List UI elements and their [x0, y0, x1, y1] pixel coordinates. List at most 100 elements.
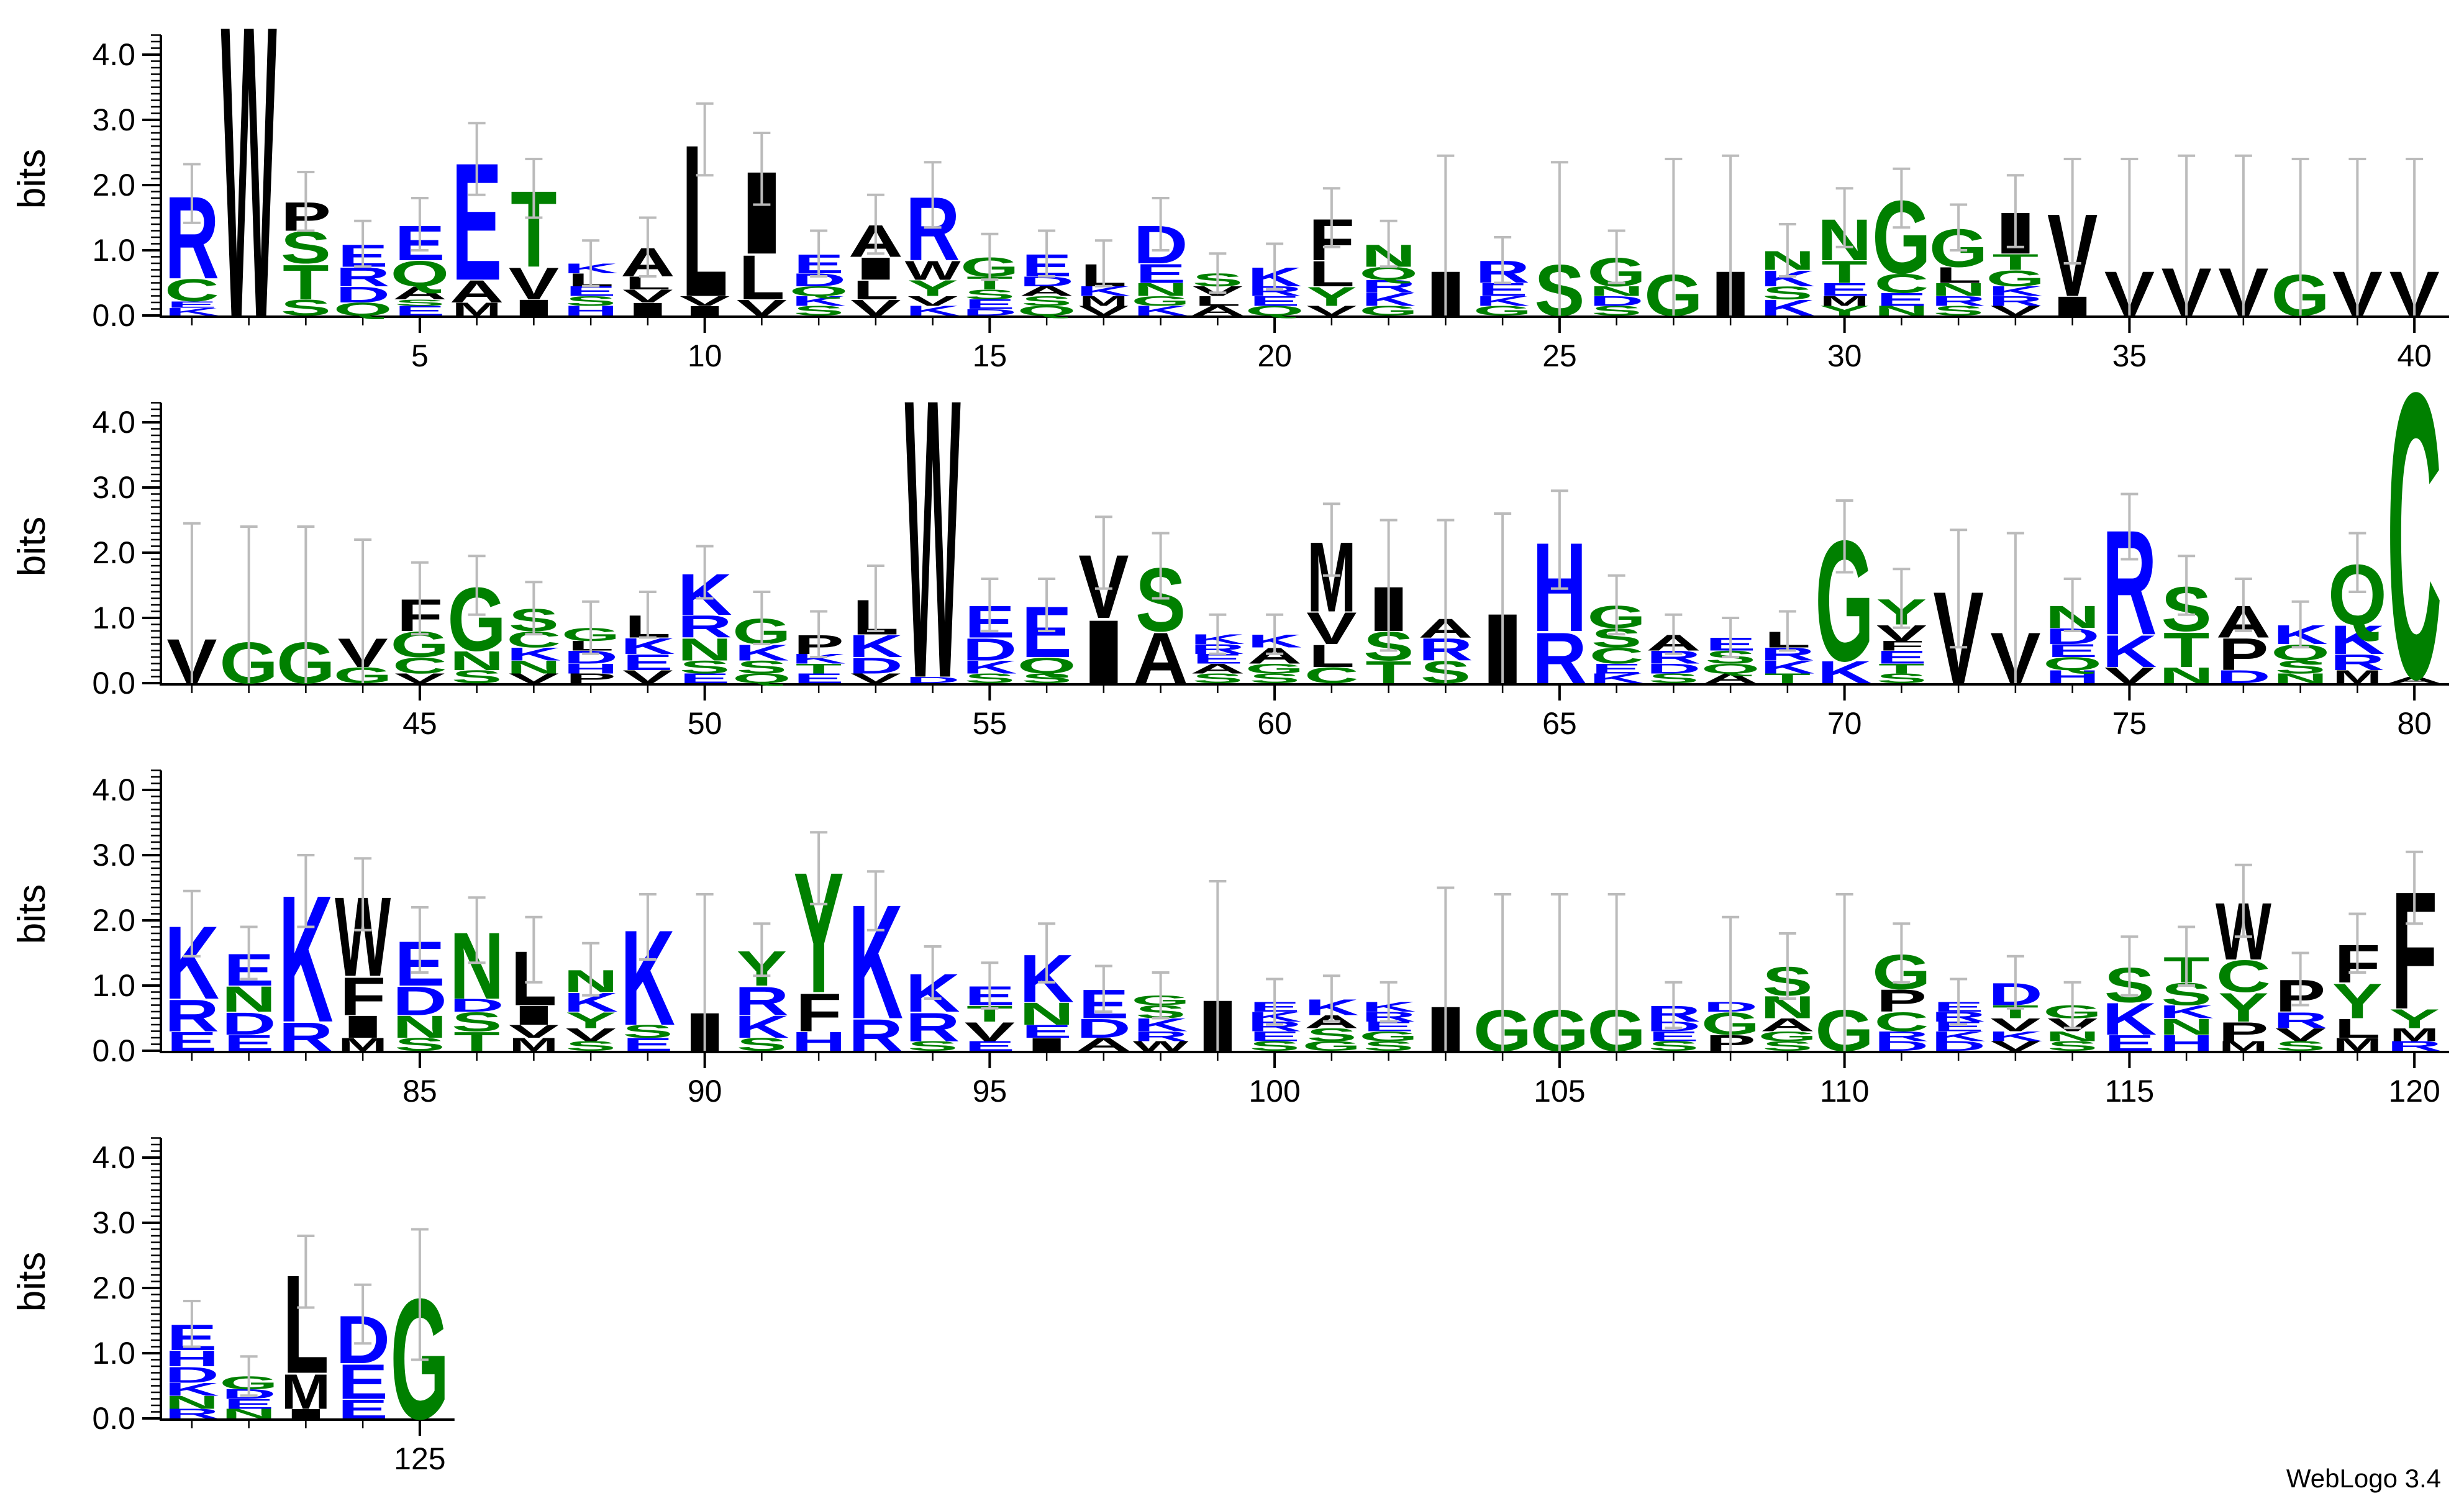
logo-letter: K	[2102, 626, 2157, 676]
error-bar	[1094, 239, 1112, 288]
error-bar	[1437, 886, 1455, 1051]
logo-letter: F	[796, 982, 842, 1043]
error-bar	[525, 915, 543, 984]
logo-letter: C	[1874, 268, 1929, 299]
error-bar	[2178, 154, 2196, 315]
logo-letter: E	[1021, 1022, 1071, 1042]
y-tick-label: 1.0	[92, 968, 135, 1003]
logo-letter: S	[1591, 303, 1642, 318]
error-bar	[1950, 528, 1968, 649]
error-bar	[1550, 161, 1568, 315]
error-bar	[753, 132, 771, 206]
logo-letter: Q	[1017, 653, 1076, 679]
error-bar	[354, 219, 372, 268]
logo-letter: G	[1758, 1029, 1817, 1044]
x-tick-label: 20	[1257, 338, 1292, 373]
logo-letter: S	[452, 1007, 502, 1037]
logo-letter: P	[1876, 983, 1927, 1018]
logo-letter: S	[394, 297, 445, 307]
error-bar	[183, 163, 201, 224]
logo-letter: E	[224, 1397, 274, 1412]
logo-letter: M	[1079, 293, 1128, 309]
error-bar	[240, 1355, 258, 1397]
y-tick-label: 1.0	[92, 233, 135, 268]
logo-letter: R	[2330, 650, 2384, 676]
logo-letter: M	[2219, 1038, 2268, 1054]
logo-letter: Q	[1245, 303, 1304, 318]
error-bar	[468, 555, 486, 616]
logo-letter: S	[2275, 657, 2325, 678]
logo-letter: K	[1134, 303, 1188, 318]
logo-letter: S	[907, 1038, 958, 1053]
logo-letter: V	[509, 1022, 559, 1042]
error-bar	[866, 565, 884, 632]
error-bar	[1380, 219, 1398, 268]
logo-letter: S	[737, 657, 787, 678]
logo-letter: M	[281, 1363, 330, 1419]
y-tick-label: 4.0	[92, 37, 135, 72]
logo-letter: S	[1876, 671, 1927, 686]
logo-letter: N	[222, 1406, 276, 1421]
error-bar	[753, 591, 771, 645]
logo-letter: H	[2159, 1031, 2214, 1056]
error-bar	[1893, 922, 1911, 984]
logo-letter: E	[1591, 661, 1642, 676]
logo-letter: S	[737, 1035, 787, 1055]
logo-letter: K	[962, 657, 1017, 678]
error-bar	[1266, 977, 1284, 1026]
logo-letter: L	[853, 275, 899, 306]
logo-letter: P	[2218, 1017, 2268, 1047]
logo-letter: A	[1703, 671, 1758, 686]
logo-letter: V	[565, 1025, 616, 1045]
error-bar	[582, 600, 600, 655]
x-tick-label: 105	[1534, 1074, 1585, 1109]
logo-letter: I	[621, 299, 675, 320]
logo-letter: Q	[390, 254, 449, 294]
logo-letter: S	[1021, 294, 1071, 309]
logo-letter: Y	[1306, 281, 1357, 312]
x-tick-label: 60	[1257, 706, 1292, 741]
logo-row-4: 0.01.02.03.04.0bits125RNKDHENEDGIMLEEDG	[11, 1137, 455, 1476]
error-bar	[1722, 154, 1740, 315]
logo-letter: I	[1020, 1035, 1074, 1055]
error-bar	[1038, 922, 1056, 984]
error-bar	[297, 854, 315, 928]
logo-letter: C	[165, 272, 219, 307]
logo-letter: E	[965, 297, 1015, 312]
error-bar	[183, 889, 201, 958]
error-bar	[2234, 578, 2252, 632]
logo-letter: M	[509, 1035, 558, 1055]
error-bar	[1038, 578, 1056, 632]
logo-letter: R	[848, 1010, 903, 1061]
logo-letter: H	[563, 661, 618, 676]
error-bar	[1550, 489, 1568, 590]
error-bar	[2291, 600, 2309, 649]
x-tick-label: 95	[973, 1074, 1007, 1109]
x-tick-label: 50	[688, 706, 722, 741]
error-bar	[2121, 158, 2139, 315]
logo-letter: S	[394, 1035, 445, 1055]
error-bar	[1665, 981, 1683, 1030]
error-bar	[1152, 971, 1170, 1020]
logo-letter: W	[905, 255, 961, 286]
logo-letter: S	[565, 1038, 616, 1053]
logo-letter: E	[622, 650, 673, 676]
error-bar	[582, 941, 600, 997]
logo-letter: V	[907, 294, 958, 309]
logo-letter: G	[1359, 1029, 1418, 1044]
logo-letter: Y	[907, 276, 958, 301]
error-bar	[468, 122, 486, 196]
logo-letter: N	[1589, 284, 1644, 299]
error-bar	[297, 525, 315, 683]
x-tick-label: 75	[2112, 706, 2147, 741]
error-bar	[696, 893, 714, 1051]
error-bar	[240, 525, 258, 683]
error-bar	[1550, 893, 1568, 1051]
logo-letter: I	[507, 295, 561, 320]
error-bar	[1835, 893, 1853, 1051]
error-bar	[1437, 519, 1455, 683]
x-tick-label: 110	[1820, 1074, 1870, 1109]
error-bar	[582, 239, 600, 288]
y-tick-label: 0.0	[92, 1033, 135, 1068]
error-bar	[411, 197, 429, 252]
